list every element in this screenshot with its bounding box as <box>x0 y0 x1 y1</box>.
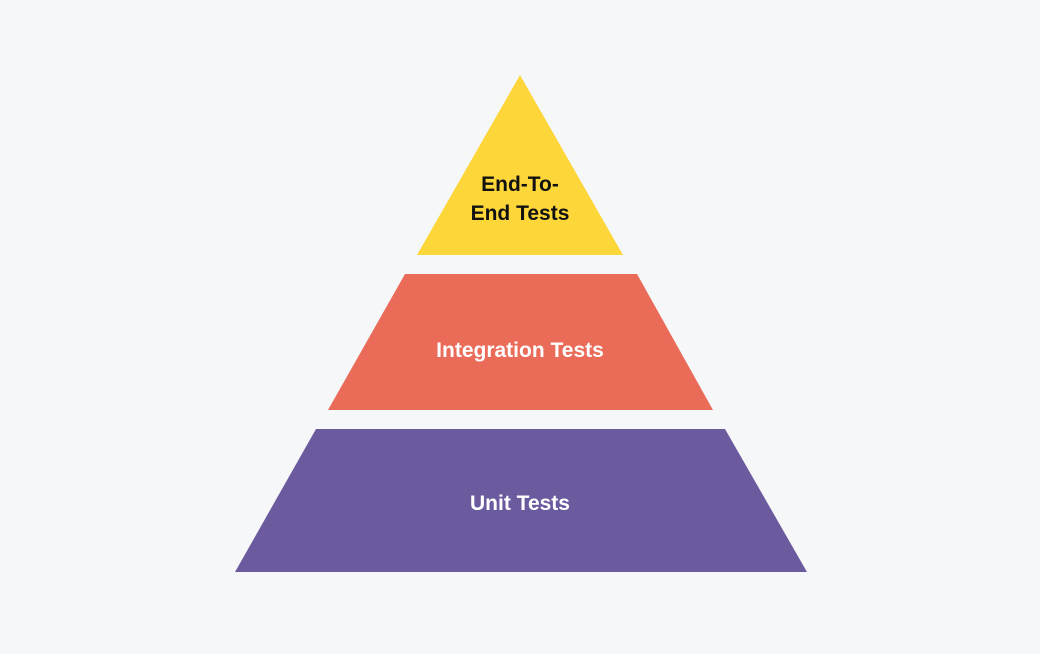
integration-tests-label: Integration Tests <box>436 339 604 362</box>
end-to-end-tests-tier <box>417 75 623 255</box>
end-to-end-tests-label-line2: End Tests <box>471 202 570 225</box>
unit-tests-tier <box>235 429 807 572</box>
end-to-end-tests-label-line1: End-To- <box>481 173 559 196</box>
unit-tests-label: Unit Tests <box>470 492 570 515</box>
integration-tests-tier <box>328 274 713 410</box>
